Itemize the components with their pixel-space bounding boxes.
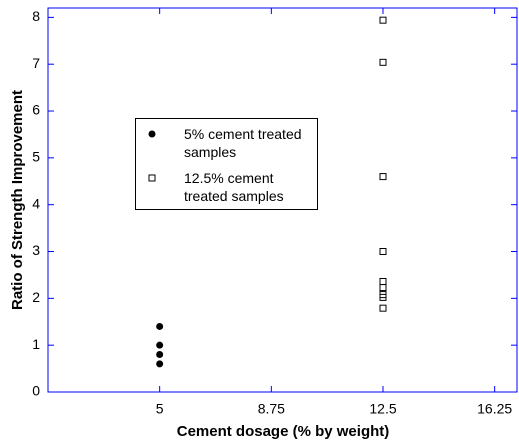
legend-symbol [148, 174, 156, 182]
y-tick-label: 3 [32, 242, 40, 258]
point [379, 304, 387, 312]
x-tick-label: 16.25 [477, 401, 512, 417]
x-axis-label: Cement dosage (% by weight) [177, 423, 390, 440]
point [379, 248, 387, 256]
y-tick-label: 4 [32, 195, 40, 211]
point [379, 58, 387, 66]
legend-marker [148, 130, 156, 138]
legend-marker [148, 174, 156, 182]
plot-frame [47, 7, 518, 393]
y-tick-label: 2 [32, 289, 40, 305]
y-axis-label: Ratio of Strength Improvement [9, 90, 26, 310]
point [156, 322, 164, 330]
legend: 5% cement treated samples 12.5% cement tr… [135, 118, 318, 210]
y-tick-label: 8 [32, 8, 40, 24]
point [379, 284, 387, 292]
point [156, 341, 164, 349]
y-tick-label: 1 [32, 336, 40, 352]
legend-label: 5% cement treated samples [184, 126, 302, 160]
x-tick-label: 5 [156, 401, 164, 417]
x-tick-label: 8.75 [258, 401, 285, 417]
point [379, 16, 387, 24]
y-tick-label: 5 [32, 149, 40, 165]
y-tick-label: 7 [32, 55, 40, 71]
point [379, 173, 387, 181]
x-tick-label: 12.5 [369, 401, 396, 417]
y-tick-label: 6 [32, 102, 40, 118]
point [156, 351, 164, 359]
y-tick-label: 0 [32, 383, 40, 399]
legend-symbol [148, 130, 156, 138]
legend-label: 12.5% cement treated samples [184, 170, 284, 204]
point [379, 277, 387, 285]
point [156, 360, 164, 368]
point [379, 293, 387, 301]
